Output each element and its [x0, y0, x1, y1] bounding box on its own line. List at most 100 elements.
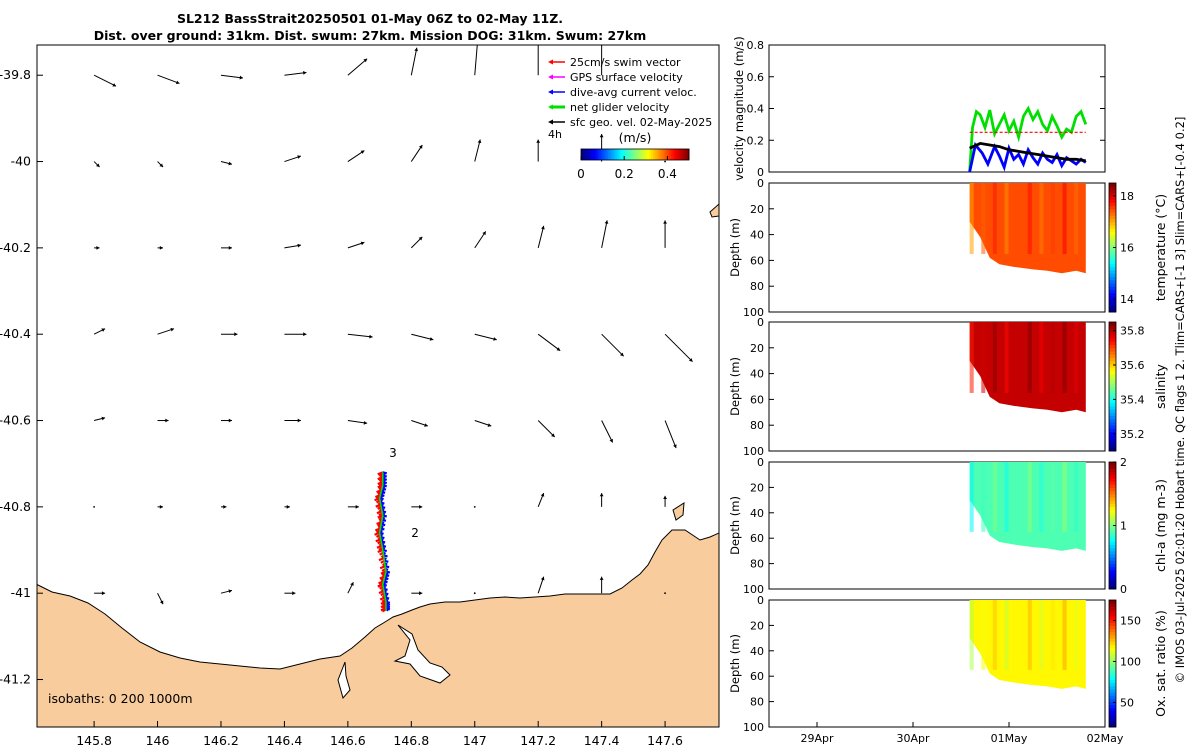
panel-colorbar-tick-label: 14 [1120, 293, 1134, 306]
map-x-tick-label: 147 [463, 733, 487, 748]
depth-tick-label: 60 [750, 254, 764, 267]
panel-colorbar-cell [1109, 247, 1116, 252]
current-arrow-head [604, 220, 609, 224]
legend-item-label: net glider velocity [570, 101, 670, 114]
panel-colorbar-tick-label: 18 [1120, 190, 1134, 203]
title-line-2: Dist. over ground: 31km. Dist. swum: 27k… [93, 28, 647, 43]
map-y-tick-label: -40.6 [0, 413, 31, 428]
depth-axis-label: Depth (m) [728, 496, 742, 555]
colorbar-cell [651, 149, 654, 160]
panel-colorbar-cell [1109, 189, 1116, 194]
colorbar-cell [593, 149, 596, 160]
current-arrow-head [536, 139, 541, 143]
panel-colorbar-cell [1109, 720, 1116, 725]
depth-axis-label: Depth (m) [728, 634, 742, 693]
map-y-tick-label: -40.4 [0, 326, 31, 341]
panel-colorbar-cell [1109, 367, 1116, 371]
depth-tick-label: 100 [743, 306, 764, 319]
panel-colorbar-cell [1109, 412, 1116, 417]
panel-colorbar-cell [1109, 299, 1116, 303]
current-arrow [157, 161, 164, 168]
depth-tick-label: 20 [750, 203, 764, 216]
colorbar-cell [624, 149, 627, 160]
legend-item-label: sfc geo. vel. 02-May-2025 [570, 116, 712, 129]
velocity-y-label: velocity magnitude (m/s) [732, 36, 746, 181]
profile-data-stripe [1074, 322, 1079, 393]
profile-data-stripe [1027, 183, 1032, 254]
map-x-tick-label: 146.6 [330, 733, 366, 748]
panel-colorbar-cell [1109, 212, 1116, 216]
depth-axis-label: Depth (m) [728, 357, 742, 416]
map-frame [36, 44, 720, 728]
colorbar-cell [586, 149, 589, 160]
panel-colorbar-cell [1109, 421, 1116, 426]
profile-data-stripe [1004, 183, 1009, 254]
velocity-y-tick-label: 0.2 [747, 134, 765, 147]
panel-colorbar-cell [1109, 723, 1116, 728]
current-arrow [474, 139, 482, 162]
panel-colorbar-cell [1109, 487, 1116, 492]
panel-colorbar-cell [1109, 573, 1116, 577]
panel-colorbar-cell [1109, 563, 1116, 568]
current-arrow-shaft [474, 45, 478, 76]
profile-data-stripe [1074, 600, 1079, 670]
panel-colorbar-cell [1109, 512, 1116, 517]
swim-vector [376, 544, 383, 549]
panel-colorbar-cell [1109, 641, 1116, 645]
panel-colorbar-tick-label: 50 [1120, 696, 1134, 709]
current-arrow-shaft [474, 333, 497, 341]
colorbar-cell [591, 149, 595, 160]
island-waterhouse [672, 502, 685, 521]
colorbar-cell [581, 149, 584, 160]
current-arrow [664, 333, 693, 363]
current-arrow-head [551, 433, 555, 438]
current-arrow-head [303, 70, 307, 75]
panel-colorbar-cell [1109, 279, 1116, 284]
panel-colorbar-tick-label: 16 [1120, 242, 1134, 255]
panel-colorbar-label: chl-a (mg m-3) [1153, 479, 1168, 572]
map-x-tick-label: 146.8 [393, 733, 429, 748]
panel-colorbar-cell [1109, 612, 1116, 617]
current-arrow-head [170, 327, 175, 332]
panel-colorbar-cell [1109, 344, 1116, 349]
panel-colorbar-cell [1109, 603, 1116, 607]
profile-data-stripe [1027, 462, 1032, 532]
island-flinders [709, 203, 719, 218]
colorbar-cell [609, 149, 613, 160]
panel-colorbar-cell [1109, 490, 1116, 495]
current-arrow-head [541, 225, 545, 230]
current-arrow [537, 576, 545, 594]
panel-colorbar-cell [1109, 682, 1116, 687]
current-arrow-head [418, 236, 423, 241]
profile-data-stripe [1062, 322, 1067, 393]
profile-data-stripe [1016, 322, 1021, 393]
map-x-tick-label: 146.4 [267, 733, 303, 748]
panel-colorbar-cell [1109, 215, 1116, 219]
current-arrow [663, 220, 667, 248]
depth-tick-label: 20 [750, 481, 764, 494]
current-arrow-head [112, 83, 117, 87]
swim-vector [374, 497, 380, 502]
colorbar-cell [640, 149, 643, 160]
panel-colorbar-tick-label: 35.8 [1120, 325, 1145, 338]
current-arrow-head [228, 161, 232, 166]
colorbar-cell [615, 149, 618, 160]
current-arrow-shaft [284, 71, 307, 76]
panel-colorbar-cell [1109, 334, 1116, 339]
panel-colorbar-cell [1109, 625, 1116, 630]
velocity-y-tick-label: 0.8 [747, 39, 765, 52]
panel-colorbar-cell [1109, 496, 1116, 501]
current-arrow-head [175, 80, 180, 85]
panel-colorbar-cell [1109, 389, 1116, 394]
current-arrow-head [228, 589, 232, 594]
current-arrow [157, 592, 164, 605]
panel-colorbar-cell [1109, 234, 1116, 239]
panel-colorbar-cell [1109, 221, 1116, 226]
swim-vector [379, 596, 386, 601]
current-arrow [664, 592, 666, 595]
panel-colorbar-cell [1109, 402, 1116, 407]
panel-colorbar-cell [1109, 305, 1116, 310]
time-tick-label: 01May [991, 732, 1028, 745]
panel-colorbar-label: Ox. sat. ratio (%) [1153, 610, 1168, 717]
panel-colorbar-cell [1109, 509, 1116, 514]
